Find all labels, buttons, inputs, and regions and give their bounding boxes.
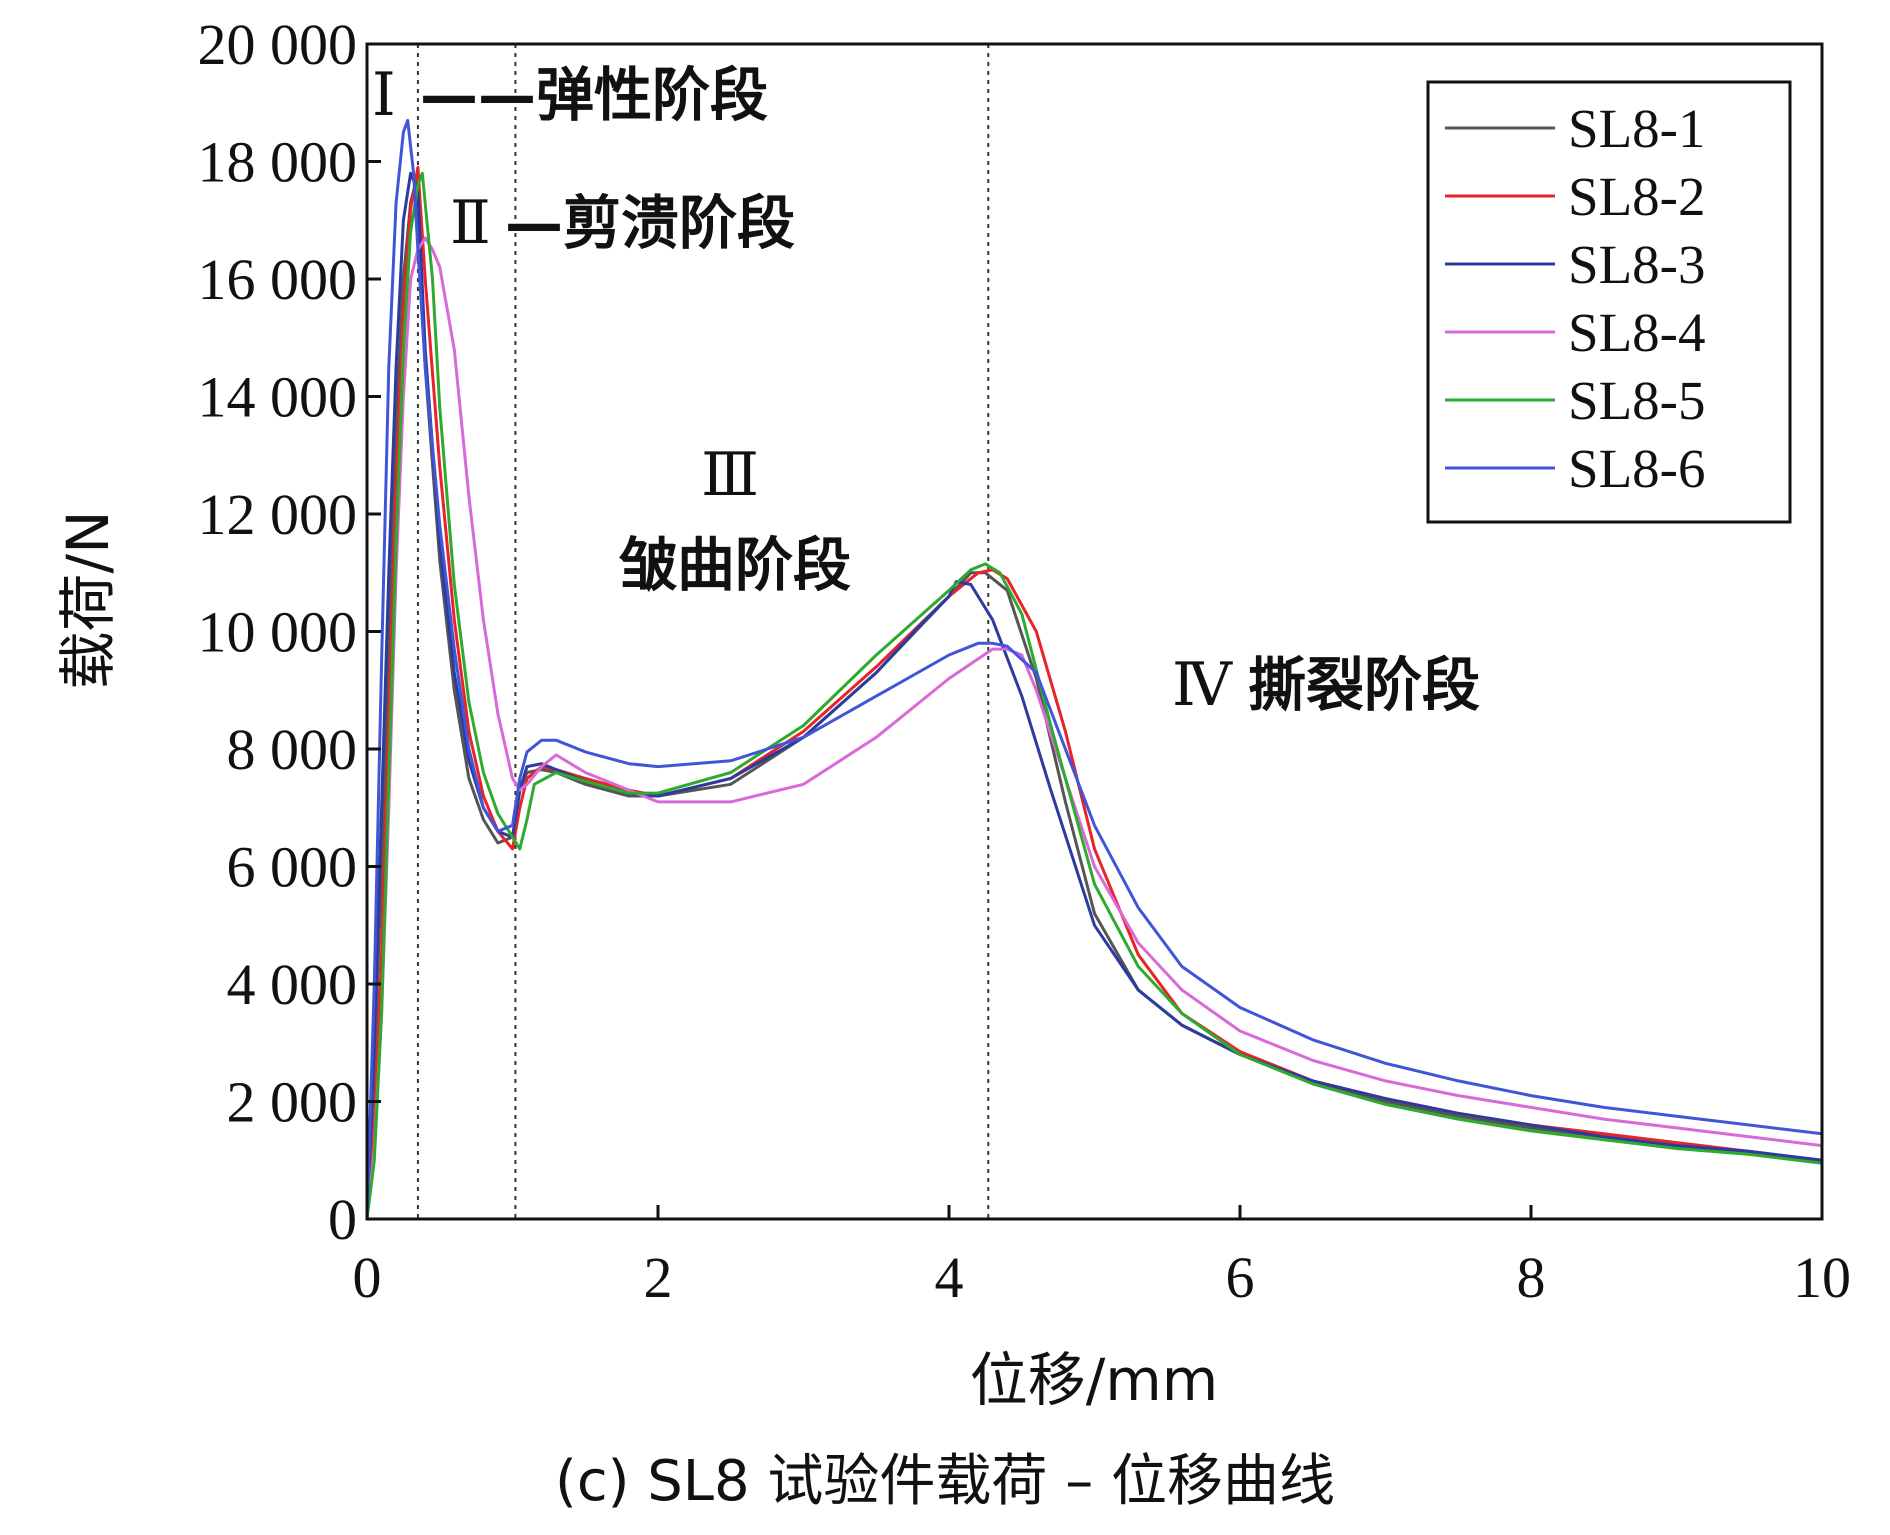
stage-3-label: 皱曲阶段 [619, 531, 851, 599]
y-tick-label-6: 12 000 [198, 482, 358, 547]
x-tick-label-0: 0 [353, 1245, 382, 1310]
stage-2-label: —剪溃阶段 [505, 189, 795, 257]
y-tick-label-5: 10 000 [198, 600, 358, 665]
stage-4-roman: Ⅳ [1172, 652, 1233, 718]
y-tick-label-10: 20 000 [198, 12, 358, 77]
x-axis-title: 位移/mm [970, 1346, 1219, 1414]
y-tick-label-4: 8 000 [227, 717, 358, 782]
legend-box [1426, 80, 1792, 524]
figure-caption: (c) SL8 试验件载荷 – 位移曲线 [555, 1449, 1335, 1514]
legend-label-SL8-3: SL8-3 [1568, 234, 1706, 295]
stage-boundary-lines [416, 44, 990, 1219]
legend-label-SL8-4: SL8-4 [1568, 302, 1706, 363]
legend-label-SL8-1: SL8-1 [1568, 98, 1706, 159]
legend-label-SL8-2: SL8-2 [1568, 166, 1706, 227]
legend-items: SL8-1 SL8-2 SL8-3 SL8-4 SL8-5 SL8-6 [1445, 98, 1706, 499]
x-tick-label-4: 8 [1517, 1245, 1546, 1310]
series-line-SL8-5 [365, 171, 1824, 1221]
y-tick-label-1: 2 000 [227, 1070, 358, 1135]
x-tick-label-5: 10 [1793, 1245, 1851, 1310]
series-line-SL8-3 [365, 171, 1824, 1221]
y-tick-label-0: 0 [328, 1187, 357, 1252]
stage-1-roman: Ⅰ [372, 62, 396, 128]
stage-1-label: ——弹性阶段 [420, 61, 768, 129]
x-tick-label-3: 6 [1226, 1245, 1255, 1310]
stage-2-roman: Ⅱ [450, 190, 491, 256]
y-tick-label-2: 4 000 [227, 952, 358, 1017]
stage-4-label: 撕裂阶段 [1248, 651, 1480, 719]
x-tick-label-1: 2 [644, 1245, 673, 1310]
y-tick-label-7: 14 000 [198, 365, 358, 430]
series-lines [365, 118, 1824, 1221]
y-axis-title: 载荷/N [54, 511, 122, 690]
series-line-SL8-6 [365, 118, 1824, 1221]
stage-3-roman: Ⅲ [701, 442, 759, 508]
y-tick-label-8: 16 000 [198, 247, 358, 312]
y-tick-label-3: 6 000 [227, 835, 358, 900]
y-tick-label-9: 18 000 [198, 130, 358, 195]
axes: 0 2 4 6 8 10 0 2 000 4 000 6 000 8 000 10 000 12 000… [198, 12, 1852, 1310]
legend-label-SL8-5: SL8-5 [1568, 370, 1706, 431]
legend: SL8-1 SL8-2 SL8-3 SL8-4 SL8-5 SL8-6 [1426, 80, 1792, 524]
x-tick-label-2: 4 [935, 1245, 964, 1310]
legend-label-SL8-6: SL8-6 [1568, 438, 1706, 499]
stage-annotations: Ⅰ ——弹性阶段 Ⅱ —剪溃阶段 Ⅲ 皱曲阶段 Ⅳ 撕裂阶段 [372, 61, 1480, 719]
